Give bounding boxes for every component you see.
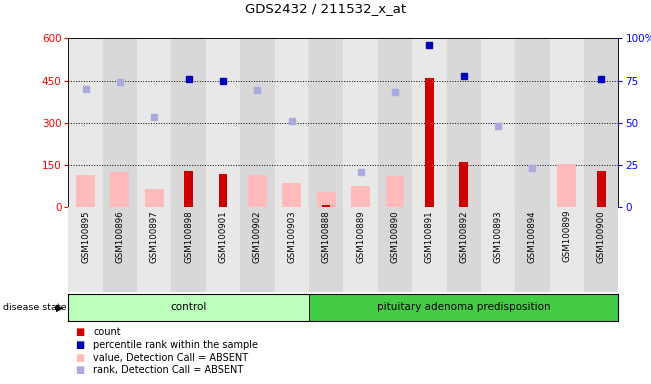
Bar — [309, 207, 344, 292]
Text: GSM100901: GSM100901 — [219, 210, 228, 263]
Bar — [283, 184, 301, 207]
Bar — [447, 207, 481, 292]
Bar — [460, 162, 468, 207]
Bar — [481, 207, 516, 292]
Text: GDS2432 / 211532_x_at: GDS2432 / 211532_x_at — [245, 2, 406, 15]
Bar — [103, 207, 137, 292]
Text: count: count — [93, 327, 120, 337]
Bar — [309, 294, 618, 321]
Bar — [597, 171, 605, 207]
Bar — [481, 38, 516, 207]
Bar — [385, 176, 404, 207]
Text: control: control — [171, 302, 207, 312]
Text: disease state: disease state — [3, 303, 67, 313]
Text: value, Detection Call = ABSENT: value, Detection Call = ABSENT — [93, 353, 248, 362]
Bar — [516, 38, 549, 207]
Bar — [248, 175, 267, 207]
Bar — [171, 207, 206, 292]
Bar — [344, 207, 378, 292]
Bar — [516, 207, 549, 292]
Text: ■: ■ — [75, 340, 84, 350]
Bar — [206, 207, 240, 292]
Bar — [412, 207, 447, 292]
Text: GSM100898: GSM100898 — [184, 210, 193, 263]
Bar — [219, 174, 227, 207]
Text: pituitary adenoma predisposition: pituitary adenoma predisposition — [377, 302, 551, 312]
Bar — [344, 38, 378, 207]
Text: ■: ■ — [75, 353, 84, 362]
Text: rank, Detection Call = ABSENT: rank, Detection Call = ABSENT — [93, 365, 243, 375]
Bar — [240, 207, 275, 292]
Text: GSM100889: GSM100889 — [356, 210, 365, 263]
Text: GSM100891: GSM100891 — [425, 210, 434, 263]
Text: GSM100893: GSM100893 — [493, 210, 503, 263]
Text: GSM100902: GSM100902 — [253, 210, 262, 263]
Bar — [103, 38, 137, 207]
Text: percentile rank within the sample: percentile rank within the sample — [93, 340, 258, 350]
Text: GSM100896: GSM100896 — [115, 210, 124, 263]
Text: GSM100888: GSM100888 — [322, 210, 331, 263]
Bar — [111, 172, 130, 207]
Text: GSM100897: GSM100897 — [150, 210, 159, 263]
Bar — [425, 78, 434, 207]
Bar — [206, 38, 240, 207]
Bar — [68, 38, 103, 207]
Bar — [412, 38, 447, 207]
Bar — [322, 205, 331, 207]
Text: GSM100894: GSM100894 — [528, 210, 537, 263]
Text: GSM100892: GSM100892 — [459, 210, 468, 263]
Bar — [184, 171, 193, 207]
Bar — [68, 207, 103, 292]
Bar — [549, 38, 584, 207]
Bar — [309, 38, 344, 207]
Text: ▶: ▶ — [56, 303, 64, 313]
Text: GSM100900: GSM100900 — [597, 210, 606, 263]
Bar — [549, 207, 584, 292]
Bar — [584, 38, 618, 207]
Bar — [145, 189, 164, 207]
Bar — [584, 207, 618, 292]
Text: GSM100903: GSM100903 — [287, 210, 296, 263]
Bar — [275, 38, 309, 207]
Text: ■: ■ — [75, 327, 84, 337]
Text: GSM100899: GSM100899 — [562, 210, 572, 262]
Bar — [76, 175, 95, 207]
Bar — [240, 38, 275, 207]
Bar — [68, 294, 309, 321]
Bar — [137, 38, 171, 207]
Bar — [171, 38, 206, 207]
Bar — [137, 207, 171, 292]
Bar — [447, 38, 481, 207]
Text: GSM100895: GSM100895 — [81, 210, 90, 263]
Text: GSM100890: GSM100890 — [391, 210, 400, 263]
Bar — [317, 192, 336, 207]
Bar — [378, 207, 412, 292]
Bar — [275, 207, 309, 292]
Bar — [557, 164, 576, 207]
Bar — [378, 38, 412, 207]
Text: ■: ■ — [75, 365, 84, 375]
Bar — [351, 186, 370, 207]
